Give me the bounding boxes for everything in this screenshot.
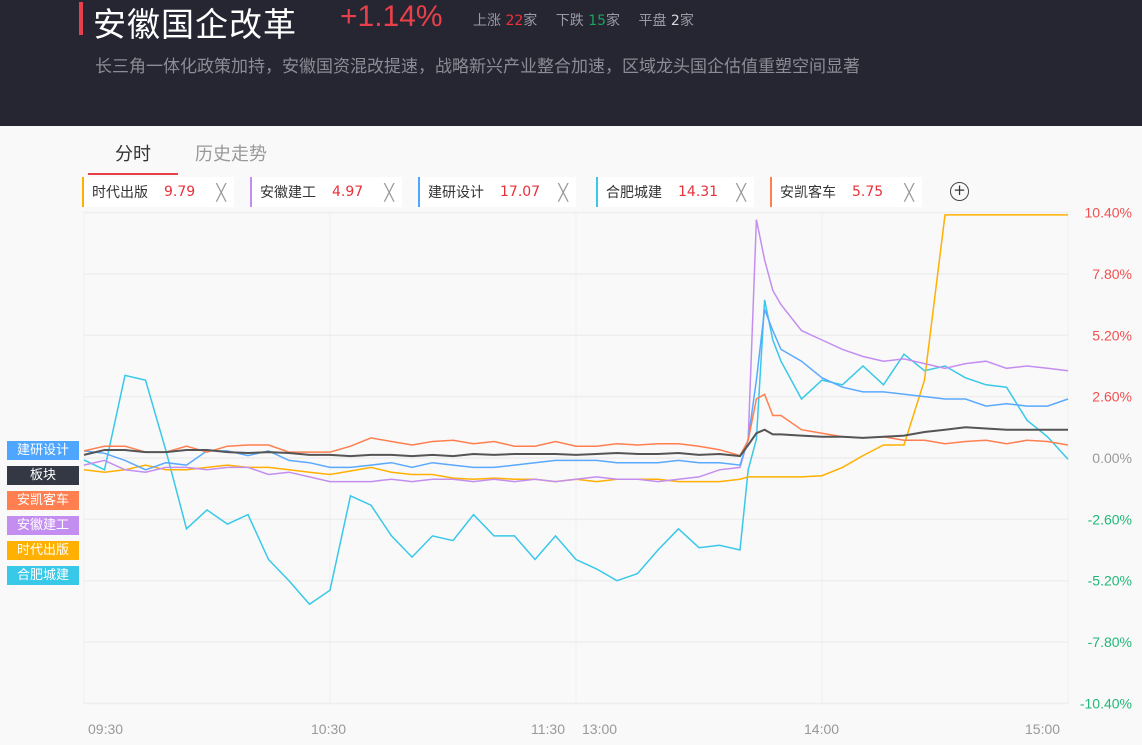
page-title: 安徽国企改革 <box>93 5 297 44</box>
y-tick: 0.00% <box>1092 450 1132 466</box>
sector-description: 长三角一体化政策加持，安徽国资混改提速，战略新兴产业整合加速，区域龙头国企估值重… <box>95 57 860 77</box>
chip-name: 时代出版 <box>92 185 148 201</box>
chip-value: 14.31 <box>678 184 719 200</box>
down-count: 15 <box>588 13 607 29</box>
close-icon[interactable]: ╳ <box>216 182 226 202</box>
breadth-stats: 上涨 22家 下跌 15家 平盘 2家 <box>473 10 708 30</box>
sector-change: +1.14% <box>340 0 443 33</box>
close-icon[interactable]: ╳ <box>904 182 914 202</box>
down-label: 下跌 <box>555 13 584 29</box>
title-accent-bar <box>79 2 83 35</box>
stock-chip[interactable]: 建研设计 17.07 ╳ <box>418 177 576 207</box>
series-line-安凯客车 <box>83 393 1069 457</box>
stock-chip[interactable]: 安徽建工 4.97 ╳ <box>250 177 402 207</box>
up-count: 22 <box>505 13 524 29</box>
chip-value: 9.79 <box>164 184 196 200</box>
series-line-合肥城建 <box>83 299 1069 606</box>
x-tick: 13:00 <box>582 721 618 737</box>
series-line-时代出版 <box>83 214 1068 483</box>
y-tick: -10.40% <box>1080 695 1132 711</box>
chip-name: 安徽建工 <box>260 185 316 201</box>
x-tick: 15:00 <box>1025 721 1061 737</box>
legend-item[interactable]: 时代出版 <box>7 541 79 560</box>
x-tick: 10:30 <box>311 721 347 737</box>
flat-count: 2 <box>670 13 680 29</box>
legend-item[interactable]: 安徽建工 <box>7 516 79 535</box>
stock-chip[interactable]: 合肥城建 14.31 ╳ <box>596 177 754 207</box>
chip-value: 5.75 <box>852 184 884 200</box>
tab-history[interactable]: 历史走势 <box>195 144 267 165</box>
header: 安徽国企改革 +1.14% 上涨 22家 下跌 15家 平盘 2家 长三角一体化… <box>0 0 1142 126</box>
legend-item[interactable]: 板块 <box>7 466 79 485</box>
y-tick: -7.80% <box>1088 634 1132 650</box>
y-tick: -5.20% <box>1088 573 1132 589</box>
close-icon[interactable]: ╳ <box>558 182 568 202</box>
series-line-安徽建工 <box>83 219 1069 483</box>
legend-item[interactable]: 合肥城建 <box>7 566 79 585</box>
y-tick: 7.80% <box>1092 266 1132 282</box>
y-tick: 2.60% <box>1092 389 1132 405</box>
legend-item[interactable]: 安凯客车 <box>7 491 79 510</box>
stock-chip[interactable]: 时代出版 9.79 ╳ <box>82 177 234 207</box>
x-tick: 11:30 <box>531 721 565 737</box>
flat-label: 平盘 <box>638 13 667 29</box>
close-icon[interactable]: ╳ <box>384 182 394 202</box>
close-icon[interactable]: ╳ <box>736 182 746 202</box>
y-tick: 10.40% <box>1085 205 1132 221</box>
chip-name: 安凯客车 <box>780 185 836 201</box>
stock-chip[interactable]: 安凯客车 5.75 ╳ <box>770 177 922 207</box>
unit: 家 <box>606 13 621 29</box>
plus-circle-icon[interactable]: + <box>950 182 969 201</box>
y-tick: -2.60% <box>1088 511 1132 527</box>
series-line-板块 <box>83 426 1068 458</box>
up-label: 上涨 <box>473 13 501 29</box>
unit: 家 <box>523 13 538 29</box>
chip-name: 建研设计 <box>428 185 484 201</box>
y-tick: 5.20% <box>1092 327 1132 343</box>
chip-name: 合肥城建 <box>606 185 662 201</box>
tab-intraday[interactable]: 分时 <box>88 138 178 175</box>
x-tick: 14:00 <box>804 721 840 737</box>
chip-value: 4.97 <box>332 184 364 200</box>
legend-item[interactable]: 建研设计 <box>7 441 79 460</box>
x-tick: 09:30 <box>88 721 124 737</box>
unit: 家 <box>679 13 694 29</box>
chip-value: 17.07 <box>500 184 541 200</box>
